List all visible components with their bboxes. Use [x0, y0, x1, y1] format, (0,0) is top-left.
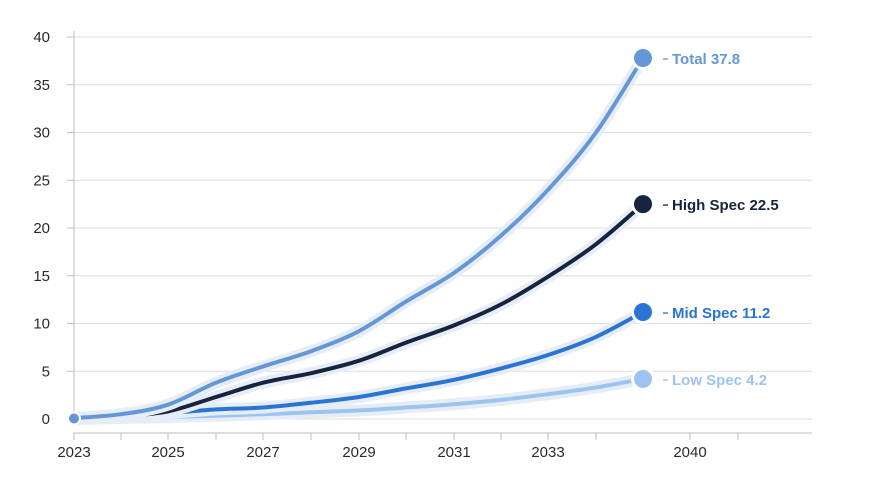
y-tick-label: 15	[33, 268, 50, 285]
end-label-high-spec: High Spec 22.5	[672, 197, 779, 214]
end-label-total: Total 37.8	[672, 51, 740, 68]
start-point-marker	[67, 411, 81, 426]
end-marker-mid-spec	[634, 303, 652, 322]
end-marker-low-spec	[634, 369, 652, 388]
y-tick-label: 30	[33, 125, 50, 142]
x-tick-label-2023: 2023	[57, 444, 90, 461]
x-tick-label-2031: 2031	[437, 444, 470, 461]
x-tick-label-2027: 2027	[246, 444, 279, 461]
end-marker-total	[634, 49, 652, 68]
y-tick-label: 5	[42, 363, 50, 380]
end-marker-high-spec	[634, 195, 652, 214]
x-tick-label-2025: 2025	[151, 444, 184, 461]
x-tick-label-2040: 2040	[673, 444, 706, 461]
end-label-mid-spec: Mid Spec 11.2	[672, 305, 770, 322]
y-tick-label: 25	[33, 172, 50, 189]
series-line-high-spec	[72, 202, 645, 421]
y-tick-label: 40	[33, 29, 50, 46]
y-tick-label: 20	[33, 220, 50, 237]
series-line-total	[72, 56, 645, 421]
series-halo-high-spec	[68, 198, 649, 425]
x-tick-label-2033: 2033	[531, 444, 564, 461]
y-tick-label: 10	[33, 316, 50, 333]
y-tick-label: 0	[42, 411, 50, 428]
x-tick-label-2029: 2029	[342, 444, 375, 461]
end-label-low-spec: Low Spec 4.2	[672, 372, 767, 389]
y-tick-label: 35	[33, 77, 50, 94]
